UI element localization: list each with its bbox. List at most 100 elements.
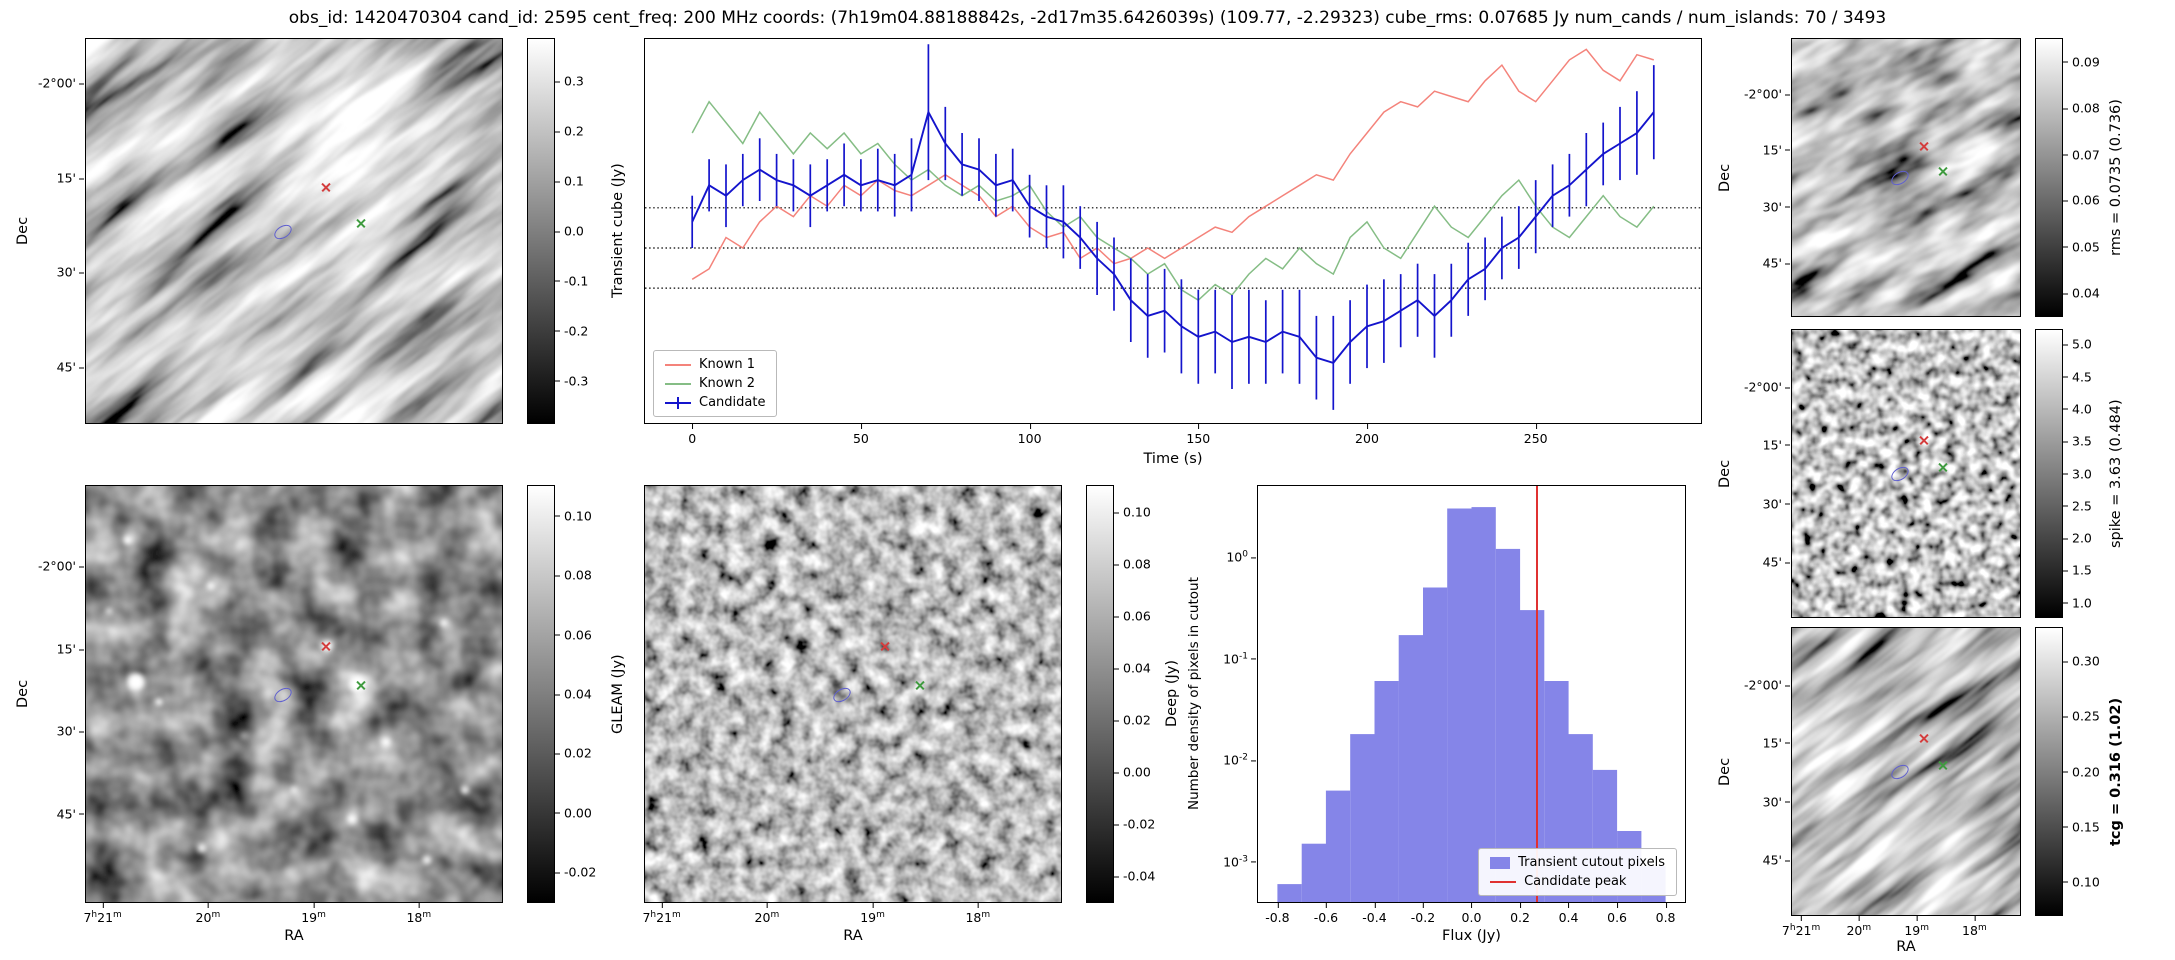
tick-label: 0.06	[1113, 609, 1151, 624]
tick-label: 0.6	[1607, 902, 1627, 925]
legend-label: Candidate	[699, 395, 766, 410]
tick-label: 100	[1226, 549, 1258, 565]
candidate-x-marker	[321, 181, 332, 192]
tick-label: -0.4	[1362, 902, 1387, 925]
ra-tick-labels: 7h21m 20m 19m 18m	[83, 902, 502, 925]
marker-overlay	[86, 486, 502, 902]
tick-label: 2.0	[2062, 531, 2092, 546]
tick-label: 0.8	[1656, 902, 1676, 925]
histogram-y-tick-labels: 100 10-1 10-2 10-3	[1202, 486, 1258, 902]
tick-label: 15'	[1763, 735, 1792, 750]
tcg-colorbar-ticks: 0.30 0.25 0.20 0.15 0.10	[2062, 628, 2112, 915]
tick-label: 20m	[1846, 915, 1871, 938]
tick-label: 0.08	[1113, 557, 1151, 572]
tick-label: 0.1	[554, 174, 584, 189]
dec-tick-labels: -2°00' 15' 30' 45'	[32, 39, 86, 423]
tick-label: 7h21m	[1782, 915, 1820, 938]
island-ellipse-marker	[1888, 167, 1912, 189]
island-ellipse-marker	[271, 684, 295, 705]
known-source-x-marker	[356, 217, 367, 228]
tick-label: -0.04	[1113, 869, 1155, 884]
tick-label: 30'	[57, 265, 86, 280]
legend-label: Candidate peak	[1524, 874, 1627, 889]
dec-axis-label: Dec	[15, 216, 31, 246]
spike-colorbar-ticks: 5.0 4.5 4.0 3.5 3.0 2.5 2.0 1.5 1.0	[2062, 330, 2112, 617]
tick-label: -0.02	[1113, 817, 1155, 832]
tcg-cutout-image	[1792, 628, 2020, 915]
tick-label: 15'	[57, 642, 86, 657]
legend-item: Candidate peak	[1490, 874, 1665, 889]
tick-label: 15'	[1763, 437, 1792, 452]
gleam-colorbar-ticks: 0.10 0.08 0.06 0.04 0.02 0.00 -0.02	[554, 486, 610, 902]
gleam-colorbar-label: GLEAM (Jy)	[610, 654, 626, 734]
tick-label: 0.00	[1113, 765, 1151, 780]
tick-label: 0.10	[1113, 505, 1151, 520]
tick-label: 50	[853, 423, 869, 446]
tick-label: 0.2	[1510, 902, 1530, 925]
tick-label: 0.08	[554, 568, 592, 583]
marker-overlay	[1792, 330, 2020, 617]
tick-label: 15'	[1763, 142, 1792, 157]
tick-label: 2.5	[2062, 498, 2092, 513]
known-source-x-marker	[915, 679, 926, 690]
dec-axis-label: Dec	[1717, 757, 1733, 786]
tick-label: 100	[1018, 423, 1042, 446]
tick-label: 45'	[1763, 555, 1792, 570]
transient-cube-image	[86, 39, 502, 423]
tick-label: 4.5	[2062, 369, 2092, 384]
figure-title: obs_id: 1420470304 cand_id: 2595 cent_fr…	[288, 8, 1887, 28]
legend-swatch	[665, 397, 691, 409]
tick-label: 19m	[301, 902, 326, 925]
flux-axis-label: Flux (Jy)	[1442, 928, 1501, 944]
tick-label: 0.00	[554, 805, 592, 820]
ra-tick-labels: 7h21m 20m 19m 18m	[1782, 915, 2020, 938]
tick-label: 19m	[1904, 915, 1929, 938]
island-ellipse-marker	[1888, 463, 1912, 485]
dec-tick-labels: -2°00' 15' 30' 45'	[1734, 628, 1792, 915]
tick-label: 0.06	[2062, 193, 2100, 208]
tick-label: 30'	[57, 724, 86, 739]
dec-axis-label: Dec	[1717, 163, 1733, 192]
tick-label: -2°00'	[1744, 380, 1792, 395]
legend-swatch	[665, 359, 691, 371]
dec-axis-label: Dec	[15, 679, 31, 709]
tick-label: 1.5	[2062, 563, 2092, 578]
tick-label: 0.10	[554, 508, 592, 523]
tick-label: -0.6	[1314, 902, 1338, 925]
tick-label: 0.04	[554, 687, 592, 702]
tick-label: 10-3	[1223, 854, 1258, 869]
time-axis-label: Time (s)	[1143, 451, 1203, 467]
gleam-image	[86, 486, 502, 902]
legend-item: Known 1	[665, 357, 765, 372]
histogram-y-axis-label: Number density of pixels in cutout	[1186, 577, 1202, 811]
ra-axis-label: RA	[1896, 939, 1916, 955]
candidate-x-marker	[1918, 733, 1929, 744]
rms-colorbar-label: rms = 0.0735 (0.736)	[2108, 99, 2124, 256]
candidate-x-marker	[880, 641, 891, 652]
legend-label: Known 2	[699, 376, 755, 391]
tick-label: 15'	[57, 171, 86, 186]
ra-axis-label: RA	[284, 928, 304, 944]
tcg-colorbar-label: tcg = 0.316 (1.02)	[2108, 697, 2124, 846]
legend-label: Transient cutout pixels	[1518, 855, 1665, 870]
legend-item: Candidate	[665, 395, 765, 410]
transient-cube-colorbar-ticks: 0.3 0.2 0.1 0.0 -0.1 -0.2 -0.3	[554, 39, 610, 423]
tick-label: 0.3	[554, 74, 584, 89]
marker-overlay	[1792, 628, 2020, 915]
tick-label: 0.2	[554, 124, 584, 139]
tick-label: 10-2	[1223, 752, 1258, 768]
tick-label: 18m	[406, 902, 431, 925]
legend-item: Known 2	[665, 376, 765, 391]
tick-label: -2°00'	[1744, 87, 1792, 102]
tick-label: 30'	[1763, 199, 1792, 214]
transient-cube-colorbar	[527, 38, 555, 424]
tick-label: -2°00'	[38, 559, 86, 574]
tick-label: 4.0	[2062, 401, 2092, 416]
known-source-x-marker	[1937, 166, 1948, 177]
flux-histogram-panel: Transient cutout pixels Candidate peak	[1257, 485, 1686, 903]
tick-label: -0.8	[1265, 902, 1290, 925]
tcg-cutout-panel	[1791, 627, 2021, 916]
dec-tick-labels: -2°00' 15' 30' 45'	[32, 486, 86, 902]
lightcurve-legend: Known 1 Known 2 Candidate	[653, 350, 778, 417]
